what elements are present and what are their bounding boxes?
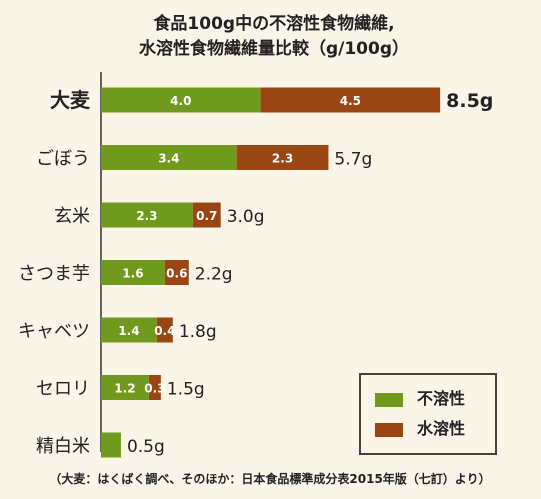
segment-label-soluble: 0.4 [154,324,175,338]
bar-soluble [148,375,161,400]
segment-label-insoluble: 1.4 [118,324,139,338]
category-label: ごぼう [36,149,90,170]
legend-label-soluble: 水溶性 [417,419,466,438]
bar-soluble [156,317,173,343]
bar-insoluble [101,260,165,285]
total-label: 2.2g [195,265,233,285]
footnote: （大麦：はくばく調べ、そのほか：日本食品標準成分表2015年版（七訂）より） [49,471,490,486]
legend: 不溶性 水溶性 [359,373,497,455]
segment-label-soluble: 2.3 [272,152,293,166]
bar-insoluble [101,145,237,170]
total-label: 1.5g [167,380,205,400]
category-label: キャベツ [18,321,90,342]
segment-label-insoluble: 3.4 [158,152,179,166]
bar-insoluble [101,317,157,343]
segment-label-insoluble: 4.0 [170,94,191,108]
total-label: 5.7g [334,150,372,170]
category-label: さつま芋 [18,264,90,285]
bar-insoluble [101,202,193,228]
chart-title-line-1: 食品100g中の不溶性食物繊維, [153,13,394,34]
category-label: 玄米 [54,206,90,227]
total-label: 3.0g [227,207,265,227]
segment-label-insoluble: 1.6 [122,267,143,281]
legend-label-insoluble: 不溶性 [417,389,466,408]
segment-label-soluble: 0.3 [144,382,165,396]
bar-insoluble [101,87,261,113]
total-label: 1.8g [179,322,217,342]
category-label: セロリ [36,379,90,400]
bars-group: 大麦 4.0 4.5 8.5g ごぼう 3.4 2.3 5.7g 玄米 2.3 0.7 3.0g さつま… [18,87,493,458]
bar-insoluble [101,432,121,458]
category-label: 精白米 [36,436,90,457]
bar-soluble [164,260,189,285]
bar-soluble [236,145,329,170]
total-label: 8.5g [446,90,493,112]
chart-title-line-2: 水溶性食物繊維量比較（g/100g） [139,38,409,59]
category-label: 大麦 [50,88,91,112]
legend-swatch-insoluble [375,393,403,407]
segment-label-soluble: 0.6 [166,267,187,281]
legend-swatch-soluble [375,423,403,437]
segment-label-soluble: 4.5 [340,94,361,108]
bar-soluble [192,202,221,228]
segment-label-soluble: 0.7 [196,209,217,223]
bar-soluble [260,87,441,113]
total-label: 0.5g [127,437,165,457]
bar-insoluble [101,375,149,400]
segment-label-insoluble: 1.2 [114,382,135,396]
segment-label-insoluble: 2.3 [136,209,157,223]
